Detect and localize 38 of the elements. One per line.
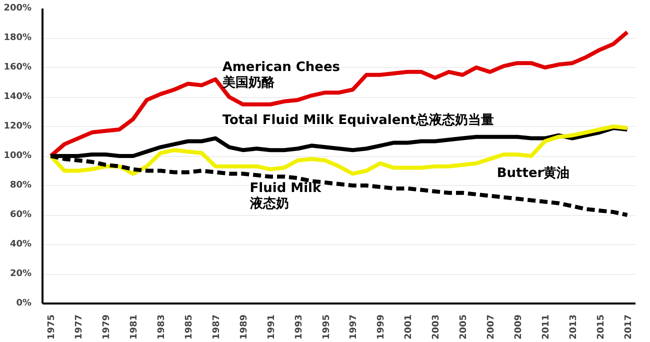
- x-tick-label: 1985: [184, 314, 195, 340]
- x-tick-label: 1993: [294, 314, 304, 340]
- x-tick-label: 2013: [568, 314, 579, 340]
- x-tick-label: 1997: [349, 314, 360, 340]
- x-tick-label: 2003: [432, 314, 442, 340]
- y-tick-label: 140%: [4, 92, 32, 102]
- series-label: American Chees 美国奶酪: [221, 60, 340, 90]
- x-tick-label: 1979: [102, 314, 112, 340]
- series-label: Butter黄油: [496, 166, 570, 182]
- y-tick-label: 80%: [10, 180, 32, 190]
- x-tick-label: 1975: [47, 314, 58, 340]
- x-tick-label: 1987: [212, 314, 222, 340]
- x-tick-label: 2005: [459, 314, 470, 340]
- y-tick-label: 20%: [10, 269, 32, 279]
- y-tick-label: 180%: [4, 33, 32, 43]
- y-tick-label: 60%: [10, 210, 32, 220]
- x-tick-label: 1999: [376, 314, 387, 340]
- x-tick-label: 1991: [266, 314, 277, 340]
- x-tick-label: 1983: [157, 314, 168, 340]
- x-tick-label: 2015: [596, 314, 606, 340]
- x-tick-label: 2007: [486, 314, 496, 340]
- x-tick-label: 1977: [74, 314, 85, 340]
- x-tick-label: 1981: [130, 314, 140, 340]
- y-tick-label: 0%: [16, 298, 32, 308]
- y-tick-label: 40%: [10, 240, 32, 250]
- x-tick-label: 2001: [404, 314, 414, 340]
- x-tick-label: 1995: [322, 314, 332, 340]
- x-tick-label: 2017: [624, 314, 634, 340]
- series-label: Fluid Milk 液态奶: [248, 180, 322, 212]
- line-series: [48, 30, 630, 158]
- y-tick-label: 160%: [4, 62, 32, 72]
- x-tick-label: 2011: [541, 314, 552, 340]
- y-tick-label: 100%: [4, 151, 32, 161]
- y-tick-label: 200%: [4, 4, 32, 14]
- x-tick-label: 2009: [514, 314, 524, 340]
- series-label: Total Fluid Milk Equivalent总液态奶当量: [222, 112, 494, 128]
- x-tick-label: 1989: [239, 314, 250, 340]
- y-tick-label: 120%: [4, 122, 32, 132]
